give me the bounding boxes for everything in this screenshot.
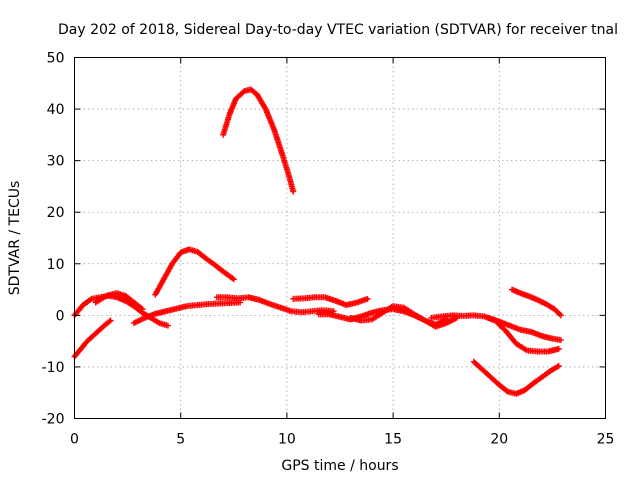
y-tick-label: 50	[47, 51, 65, 67]
series-arc-6	[220, 86, 297, 195]
y-tick-label: 20	[47, 205, 65, 221]
series-arc-10	[347, 303, 460, 330]
series-arc-14	[485, 314, 564, 344]
data-point	[290, 188, 297, 195]
x-tick-label: 15	[384, 432, 402, 448]
data-layer	[71, 86, 564, 397]
y-tick-label: 0	[56, 308, 65, 324]
x-tick-label: 20	[490, 432, 508, 448]
x-tick-label: 10	[278, 432, 296, 448]
data-point	[107, 317, 114, 324]
series-arc-3	[92, 290, 146, 313]
series-arc-5	[152, 246, 237, 298]
data-point	[230, 276, 237, 283]
series-arc-7	[213, 294, 337, 316]
data-point	[164, 322, 171, 329]
y-tick-label: -20	[42, 412, 65, 428]
chart-title: Day 202 of 2018, Sidereal Day-to-day VTE…	[58, 22, 618, 38]
series-arc-4	[130, 299, 244, 327]
x-axis-label: GPS time / hours	[281, 458, 398, 474]
data-point	[106, 318, 113, 325]
y-tick-label: 40	[47, 102, 65, 118]
tick-layer: 0 5 10 15 20 25 -20 -10 0 10 20 30 40 50	[42, 51, 615, 448]
data-point	[557, 312, 564, 319]
y-tick-label: 30	[47, 154, 65, 170]
x-tick-label: 25	[597, 432, 615, 448]
data-point	[557, 337, 564, 344]
data-point	[138, 305, 145, 312]
plot-frame	[74, 57, 606, 419]
series-arc-12	[470, 358, 562, 397]
series-arc-1	[71, 317, 114, 360]
data-point	[556, 311, 563, 318]
y-tick-label: 10	[47, 257, 65, 273]
series-arc-8	[290, 294, 371, 309]
data-point	[555, 362, 562, 369]
y-axis-label: SDTVAR / TECUs	[7, 181, 23, 296]
series-arc-13	[509, 286, 564, 319]
data-point	[139, 306, 146, 313]
x-tick-label: 0	[70, 432, 79, 448]
data-point	[555, 345, 562, 352]
y-tick-label: -10	[42, 360, 65, 376]
x-tick-label: 5	[176, 432, 185, 448]
data-point	[364, 295, 371, 302]
